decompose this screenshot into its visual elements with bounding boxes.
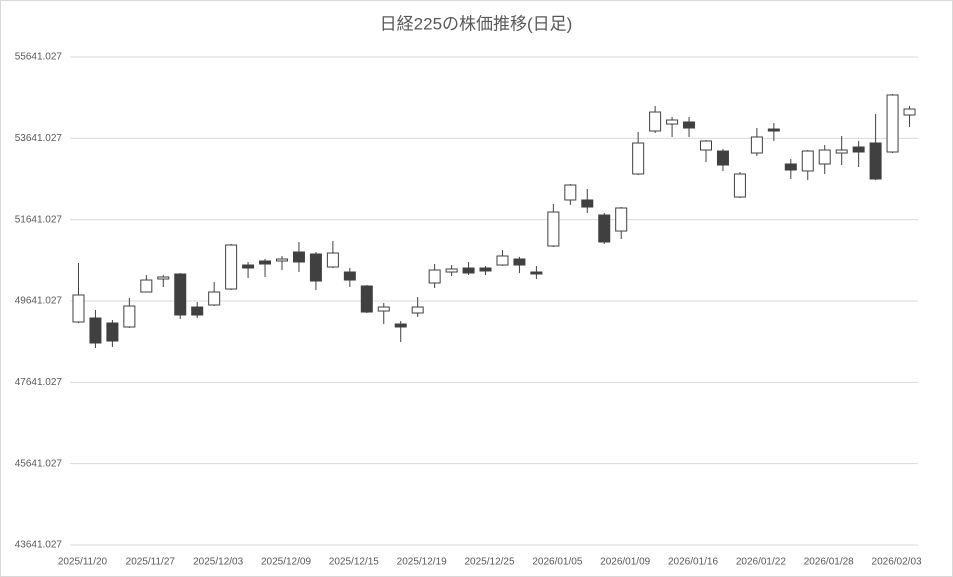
- candle-body: [106, 322, 119, 342]
- candle-body: [276, 258, 288, 262]
- candle-body: [530, 271, 543, 275]
- x-tick-label: 2025/11/20: [58, 557, 108, 568]
- candle-body: [581, 199, 594, 208]
- x-tick-label: 2025/11/27: [126, 557, 176, 568]
- candle-body: [462, 267, 475, 274]
- y-tick-label: 53641.027: [15, 133, 63, 144]
- y-tick-label: 47641.027: [15, 377, 63, 388]
- x-tick-label: 2026/02/03: [872, 557, 922, 568]
- candle-body: [72, 294, 85, 323]
- candle-body: [191, 306, 204, 316]
- candle-body: [292, 251, 305, 263]
- candle-body: [903, 108, 916, 116]
- candle-body: [801, 150, 814, 172]
- x-tick-label: 2025/12/19: [397, 557, 447, 568]
- y-tick-label: 55641.027: [15, 52, 63, 63]
- candle-body: [343, 271, 356, 281]
- candle-body: [89, 317, 102, 344]
- y-tick-label: 49641.027: [15, 296, 63, 307]
- candle-body: [174, 273, 187, 316]
- candle-body: [360, 285, 373, 313]
- candle-body: [852, 146, 865, 153]
- candle-body: [496, 255, 509, 266]
- candle-body: [411, 306, 424, 314]
- candle-body: [259, 260, 272, 265]
- candle-body: [716, 150, 729, 166]
- candle-body: [242, 264, 255, 269]
- y-tick-label: 51641.027: [15, 214, 63, 225]
- y-tick-label: 45641.027: [15, 458, 63, 469]
- x-tick-label: 2026/01/09: [600, 557, 650, 568]
- candle-body: [513, 258, 526, 266]
- candle-body: [377, 306, 390, 312]
- candle-body: [123, 305, 136, 328]
- candle-body: [479, 267, 492, 272]
- candle-body: [886, 94, 899, 153]
- candle-body: [649, 111, 662, 132]
- candle-body: [784, 163, 797, 171]
- candle-body: [326, 252, 339, 268]
- candle-body: [615, 207, 628, 232]
- candle-body: [547, 211, 560, 247]
- candle-body: [309, 253, 322, 282]
- candle-body: [835, 149, 848, 154]
- candle-body: [632, 142, 645, 175]
- candle-body: [208, 291, 221, 306]
- x-tick-label: 2026/01/28: [804, 557, 854, 568]
- candle-body: [700, 140, 712, 151]
- candle-body: [225, 244, 238, 290]
- candle-body: [666, 119, 679, 125]
- x-tick-label: 2025/12/03: [193, 557, 243, 568]
- x-tick-label: 2026/01/05: [532, 557, 582, 568]
- x-tick-label: 2025/12/25: [464, 557, 514, 568]
- candle-body: [445, 268, 458, 273]
- candle-body: [428, 269, 441, 284]
- chart-title: 日経225の株価推移(日足): [380, 14, 573, 33]
- candle-body: [869, 142, 882, 180]
- y-tick-label: 43641.027: [15, 540, 63, 551]
- candle-body: [157, 276, 170, 280]
- candle-body: [140, 279, 153, 293]
- candle-body: [750, 136, 763, 154]
- x-tick-label: 2025/12/15: [329, 557, 379, 568]
- candle-body: [767, 128, 780, 132]
- candle-body: [564, 184, 577, 201]
- candle-body: [394, 323, 407, 328]
- x-tick-label: 2025/12/09: [261, 557, 311, 568]
- x-tick-label: 2026/01/22: [736, 557, 786, 568]
- candle-body: [818, 149, 831, 165]
- candle-body: [733, 173, 746, 198]
- candle-body: [683, 121, 696, 129]
- candle-body: [598, 214, 611, 243]
- x-tick-label: 2026/01/16: [668, 557, 718, 568]
